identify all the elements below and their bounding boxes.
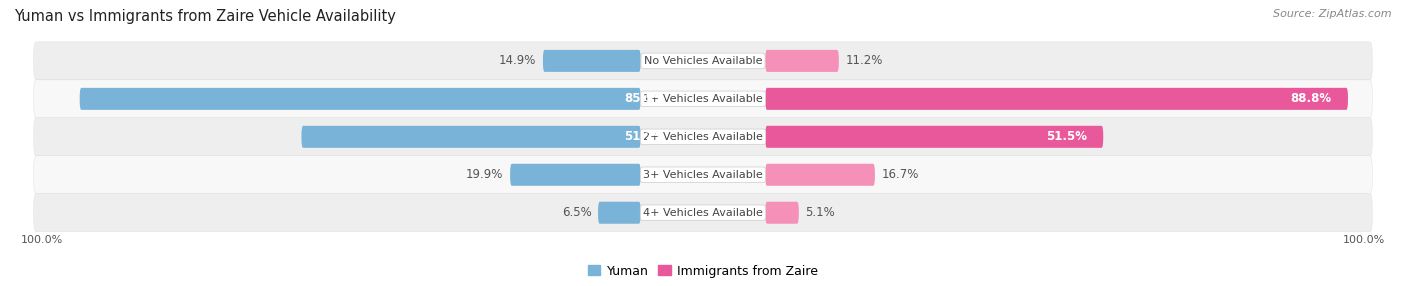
Text: Source: ZipAtlas.com: Source: ZipAtlas.com	[1274, 9, 1392, 19]
Text: 100.0%: 100.0%	[1343, 235, 1385, 245]
Text: 1+ Vehicles Available: 1+ Vehicles Available	[643, 94, 763, 104]
Text: 6.5%: 6.5%	[562, 206, 592, 219]
FancyBboxPatch shape	[34, 118, 1372, 156]
FancyBboxPatch shape	[765, 50, 839, 72]
Text: 11.2%: 11.2%	[845, 54, 883, 67]
Legend: Yuman, Immigrants from Zaire: Yuman, Immigrants from Zaire	[583, 260, 823, 283]
Text: 5.1%: 5.1%	[806, 206, 835, 219]
FancyBboxPatch shape	[765, 164, 875, 186]
Text: 51.5%: 51.5%	[1046, 130, 1087, 143]
FancyBboxPatch shape	[80, 88, 641, 110]
Text: 51.7%: 51.7%	[624, 130, 665, 143]
Text: Yuman vs Immigrants from Zaire Vehicle Availability: Yuman vs Immigrants from Zaire Vehicle A…	[14, 9, 396, 23]
Text: 16.7%: 16.7%	[882, 168, 920, 181]
FancyBboxPatch shape	[301, 126, 641, 148]
Text: 88.8%: 88.8%	[1291, 92, 1331, 105]
FancyBboxPatch shape	[34, 42, 1372, 80]
Text: 100.0%: 100.0%	[21, 235, 63, 245]
FancyBboxPatch shape	[510, 164, 641, 186]
Text: 19.9%: 19.9%	[467, 168, 503, 181]
FancyBboxPatch shape	[34, 194, 1372, 232]
Text: 3+ Vehicles Available: 3+ Vehicles Available	[643, 170, 763, 180]
FancyBboxPatch shape	[765, 88, 1348, 110]
FancyBboxPatch shape	[34, 80, 1372, 118]
Text: No Vehicles Available: No Vehicles Available	[644, 56, 762, 66]
Text: 2+ Vehicles Available: 2+ Vehicles Available	[643, 132, 763, 142]
FancyBboxPatch shape	[765, 202, 799, 224]
FancyBboxPatch shape	[543, 50, 641, 72]
Text: 14.9%: 14.9%	[499, 54, 536, 67]
FancyBboxPatch shape	[598, 202, 641, 224]
FancyBboxPatch shape	[34, 156, 1372, 194]
Text: 4+ Vehicles Available: 4+ Vehicles Available	[643, 208, 763, 218]
FancyBboxPatch shape	[765, 126, 1104, 148]
Text: 85.5%: 85.5%	[624, 92, 665, 105]
